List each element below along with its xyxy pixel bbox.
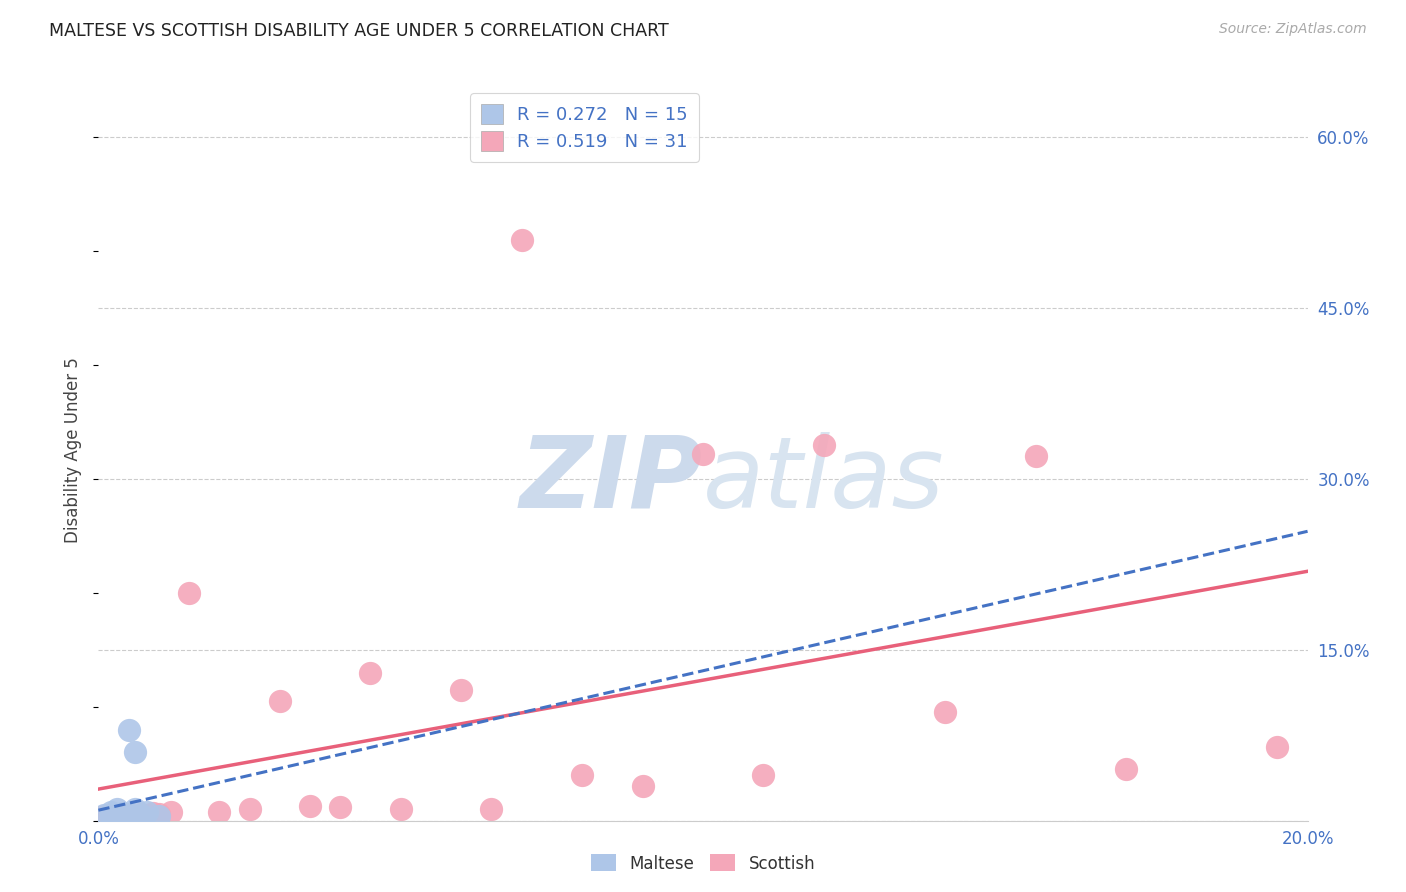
Point bbox=[1267, 739, 1289, 754]
Point bbox=[208, 805, 231, 819]
Point bbox=[105, 806, 128, 821]
Point bbox=[124, 809, 146, 823]
Text: ZIP: ZIP bbox=[520, 432, 703, 529]
Point bbox=[111, 805, 134, 820]
Point bbox=[239, 802, 262, 816]
Point bbox=[389, 802, 412, 816]
Point bbox=[118, 806, 141, 821]
Text: Source: ZipAtlas.com: Source: ZipAtlas.com bbox=[1219, 22, 1367, 37]
Point bbox=[118, 723, 141, 737]
Point bbox=[129, 808, 152, 822]
Point bbox=[360, 665, 382, 680]
Y-axis label: Disability Age Under 5: Disability Age Under 5 bbox=[65, 358, 83, 543]
Text: atlas: atlas bbox=[703, 432, 945, 529]
Text: MALTESE VS SCOTTISH DISABILITY AGE UNDER 5 CORRELATION CHART: MALTESE VS SCOTTISH DISABILITY AGE UNDER… bbox=[49, 22, 669, 40]
Point bbox=[118, 808, 141, 822]
Point bbox=[269, 694, 291, 708]
Point bbox=[124, 745, 146, 759]
Point bbox=[160, 805, 183, 819]
Point bbox=[934, 706, 956, 720]
Point bbox=[148, 809, 170, 823]
Point bbox=[111, 808, 134, 822]
Point bbox=[481, 802, 503, 816]
Point bbox=[450, 682, 472, 697]
Point bbox=[105, 808, 128, 822]
Point bbox=[105, 809, 128, 823]
Point bbox=[100, 805, 122, 819]
Point bbox=[105, 802, 128, 816]
Point bbox=[129, 806, 152, 821]
Point bbox=[692, 447, 714, 461]
Point bbox=[631, 780, 654, 794]
Point bbox=[111, 809, 134, 823]
Point bbox=[571, 768, 593, 782]
Point bbox=[100, 809, 122, 823]
Point bbox=[752, 768, 775, 782]
Point bbox=[135, 808, 157, 822]
Point bbox=[93, 809, 115, 823]
Point bbox=[142, 805, 165, 820]
Point bbox=[510, 233, 533, 247]
Point bbox=[299, 798, 322, 813]
Point bbox=[813, 438, 835, 452]
Point bbox=[1115, 763, 1137, 777]
Point bbox=[100, 810, 122, 824]
Point bbox=[329, 800, 352, 814]
Point bbox=[135, 805, 157, 819]
Point bbox=[124, 802, 146, 816]
Point bbox=[148, 806, 170, 821]
Legend: R = 0.272   N = 15, R = 0.519   N = 31: R = 0.272 N = 15, R = 0.519 N = 31 bbox=[470, 93, 699, 161]
Point bbox=[1024, 449, 1046, 463]
Legend: Maltese, Scottish: Maltese, Scottish bbox=[583, 847, 823, 880]
Point bbox=[93, 808, 115, 822]
Point bbox=[179, 586, 201, 600]
